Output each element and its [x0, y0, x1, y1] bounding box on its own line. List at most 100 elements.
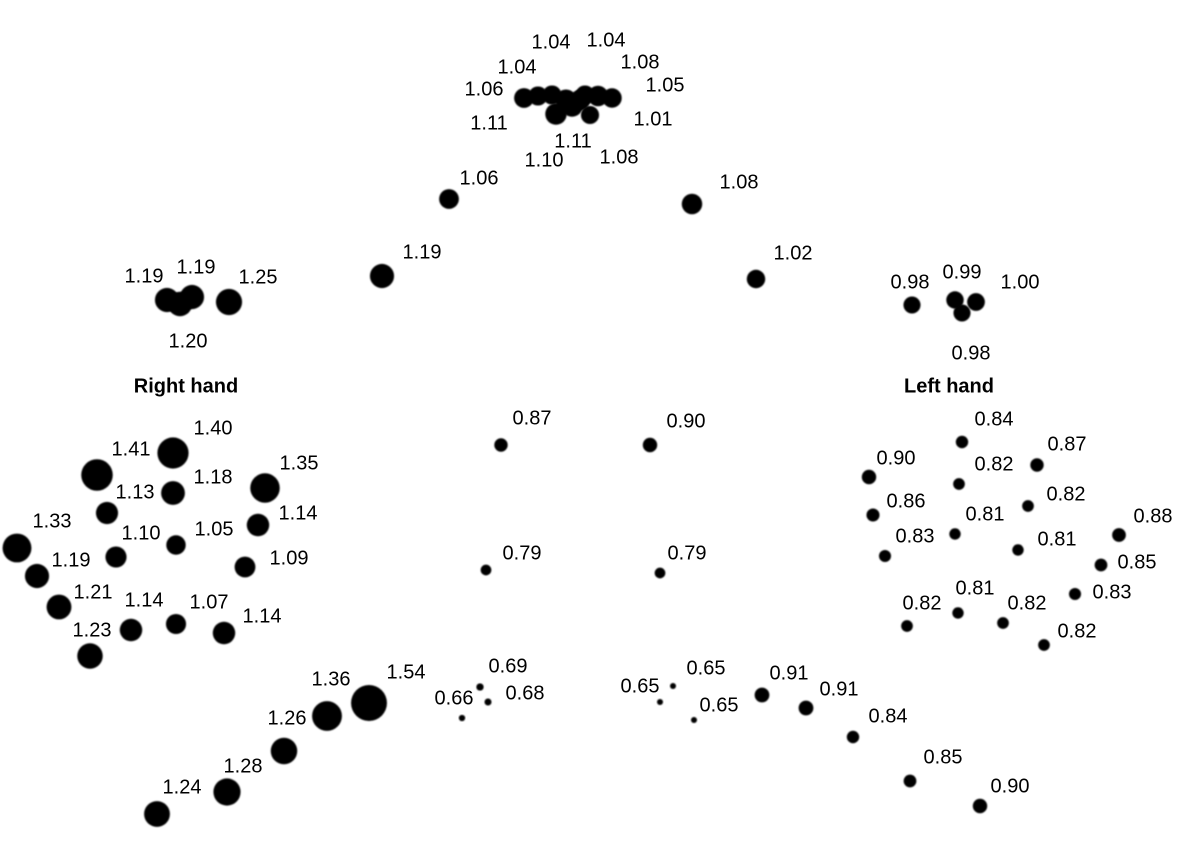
keypoint-dot — [746, 269, 766, 289]
value-label: 1.02 — [774, 242, 813, 264]
value-label: 0.87 — [513, 407, 552, 429]
group-label: Left hand — [904, 375, 994, 397]
keypoint-dot — [569, 89, 591, 111]
value-label: 1.09 — [270, 547, 309, 569]
value-label: 0.82 — [903, 592, 942, 614]
keypoint-dot — [681, 193, 703, 215]
keypoint-dot — [528, 86, 548, 106]
keypoint-dot — [866, 508, 880, 522]
value-label: 1.54 — [387, 661, 426, 683]
keypoint-dot — [81, 459, 113, 491]
value-label: 1.05 — [646, 74, 685, 96]
keypoint-dot — [754, 687, 770, 703]
value-label: 1.24 — [163, 776, 202, 798]
value-label: 1.04 — [532, 31, 571, 53]
keypoint-dot — [1022, 500, 1034, 512]
value-label: 1.01 — [634, 108, 673, 130]
keypoint-dot — [246, 513, 270, 537]
value-label: 0.88 — [1134, 505, 1173, 527]
keypoint-dot — [161, 481, 185, 505]
keypoint-dot — [846, 730, 860, 744]
keypoint-dot — [144, 801, 170, 827]
value-label: 1.26 — [268, 707, 307, 729]
value-label: 0.85 — [1118, 551, 1157, 573]
value-label: 0.83 — [896, 525, 935, 547]
value-label: 0.81 — [956, 577, 995, 599]
keypoint-dot — [77, 643, 103, 669]
keypoint-dot — [105, 546, 127, 568]
value-label: 1.36 — [312, 668, 351, 690]
keypoint-dot — [458, 714, 466, 722]
value-label: 1.35 — [280, 452, 319, 474]
value-label: 0.81 — [1038, 528, 1077, 550]
value-label: 1.19 — [177, 256, 216, 278]
value-label: 1.41 — [112, 438, 151, 460]
keypoint-dot — [166, 535, 186, 555]
value-label: 1.33 — [33, 510, 72, 532]
keypoint-dot — [798, 700, 814, 716]
value-label: 1.05 — [195, 518, 234, 540]
value-label: 1.10 — [525, 149, 564, 171]
keypoint-dot — [1038, 639, 1050, 651]
value-label: 1.07 — [190, 591, 229, 613]
keypoint-dot — [903, 774, 917, 788]
keypoint-dot — [167, 291, 193, 317]
keypoint-dot — [312, 701, 342, 731]
keypoint-dot — [95, 501, 119, 525]
keypoint-dot — [952, 607, 964, 619]
keypoint-dot — [642, 437, 658, 453]
keypoint-dot — [602, 88, 622, 108]
value-label: 0.65 — [687, 657, 726, 679]
value-label: 1.08 — [720, 171, 759, 193]
keypoint-dot — [1012, 544, 1024, 556]
dots — [2, 85, 1126, 827]
keypoint-dot — [953, 304, 971, 322]
value-label: 1.20 — [169, 330, 208, 352]
keypoint-dot — [1030, 458, 1044, 472]
keypoint-dot — [580, 105, 600, 125]
keypoint-dot — [351, 685, 387, 721]
keypoint-dot — [955, 435, 969, 449]
keypoint-dot — [165, 613, 187, 635]
value-label: 0.65 — [700, 694, 739, 716]
keypoint-dot — [24, 563, 50, 589]
value-label: 0.86 — [887, 490, 926, 512]
value-label: 0.98 — [891, 271, 930, 293]
value-label: 1.04 — [587, 29, 626, 51]
value-label: 1.10 — [122, 522, 161, 544]
keypoint-dot — [369, 263, 395, 289]
value-label: 0.90 — [667, 410, 706, 432]
value-label: 1.08 — [621, 51, 660, 73]
keypoint-dot — [946, 291, 964, 309]
keypoint-dot — [878, 549, 892, 563]
keypoint-dot — [901, 620, 913, 632]
keypoint-dot — [1094, 558, 1108, 572]
keypoint-dot — [861, 469, 877, 485]
value-label: 0.85 — [924, 746, 963, 768]
keypoint-dot — [46, 594, 72, 620]
value-label: 1.14 — [279, 502, 318, 524]
value-label: 0.84 — [869, 705, 908, 727]
value-label: 1.08 — [600, 146, 639, 168]
value-label: 0.91 — [770, 662, 809, 684]
value-label: 1.18 — [194, 466, 233, 488]
value-label: 0.99 — [943, 261, 982, 283]
group-label: Right hand — [134, 375, 238, 397]
value-label: 0.98 — [952, 342, 991, 364]
value-label: 1.11 — [554, 130, 591, 152]
value-label: 0.87 — [1048, 433, 1087, 455]
keypoint-dot — [234, 556, 256, 578]
keypoint-dot — [119, 618, 143, 642]
keypoint-dot — [157, 437, 189, 469]
keypoint-dot — [1112, 528, 1126, 542]
value-label: 1.06 — [460, 167, 499, 189]
value-label: 1.06 — [465, 78, 504, 100]
keypoint-dot — [949, 528, 961, 540]
keypoint-dot — [494, 438, 508, 452]
value-label: 1.14 — [243, 605, 282, 627]
keypoint-dot — [1068, 587, 1082, 601]
value-label: 0.82 — [975, 453, 1014, 475]
value-label: 0.79 — [668, 542, 707, 564]
keypoint-dot — [439, 189, 459, 209]
